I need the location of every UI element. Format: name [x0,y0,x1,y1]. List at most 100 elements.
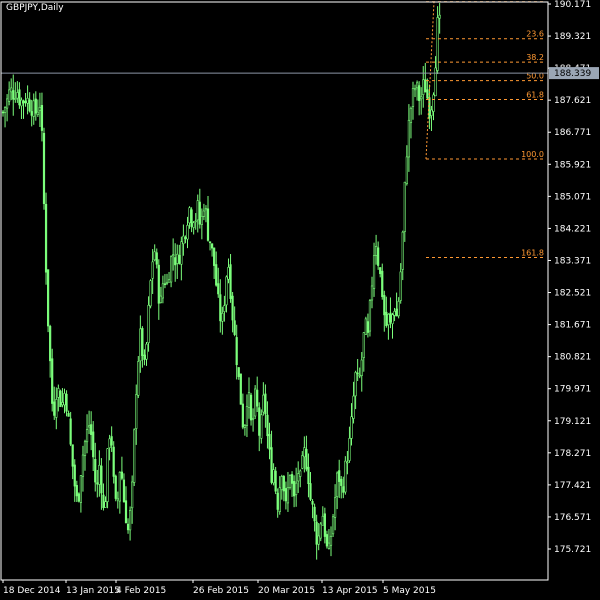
candle-body [116,498,119,501]
y-tick-label: 179.121 [554,417,591,427]
candle-body [295,482,298,495]
candle-body [118,471,121,502]
candle-body [309,483,312,500]
candle-body [362,332,365,358]
candle-body [42,132,46,204]
candle-body [436,17,439,71]
symbol-timeframe-label: GBPJPY,Daily [6,3,64,13]
candle-body [348,438,351,461]
candle-body [276,492,279,510]
candle-body [377,247,380,266]
candle-body [34,98,37,114]
price-axis[interactable]: 190.171189.321188.471187.621186.771185.9… [548,0,591,555]
candle-body [379,267,382,275]
candle-body [28,99,31,112]
candle-body [274,470,277,492]
candle-body [102,494,105,508]
candle-body [381,270,384,297]
candle-body [10,87,13,93]
candle-body [266,414,269,437]
candle-body [354,372,357,397]
candle-body [237,367,240,377]
fib-level-label: 161.8 [521,248,544,257]
candle-body [16,92,19,99]
y-tick-label: 183.371 [554,256,591,266]
candle-body [141,328,144,356]
candle-body [344,460,347,493]
candle-body [221,312,224,322]
candle-body [407,119,411,158]
candle-body [282,476,285,492]
candle-body [79,475,82,503]
x-tick-label: 20 Mar 2015 [258,586,315,596]
candle-body [438,14,441,19]
candle-body [270,447,273,483]
candle-body [165,281,169,284]
candle-body [92,431,95,458]
candle-body [124,500,128,524]
candle-body [397,301,400,317]
candle-body [44,203,48,273]
candle-body [161,283,165,299]
candle-body [420,96,423,100]
candle-body [215,264,218,286]
candle-body [71,444,74,467]
y-tick-label: 177.421 [554,481,591,491]
candle-body [254,388,257,417]
candle-body [368,300,372,332]
candle-body [217,283,220,295]
candle-body [126,523,130,531]
candle-body [227,266,230,280]
candle-body [342,486,345,493]
candle-body [83,441,87,456]
candle-body [333,497,337,518]
candle-body [278,487,281,513]
candle-body [385,311,388,327]
candle-body [432,94,435,112]
candle-body [268,434,271,450]
candle-body [104,501,107,508]
candle-body [350,416,353,439]
candle-body [108,438,111,449]
candle-body [88,425,91,428]
candle-body [327,542,331,549]
candle-body [151,261,154,279]
fibonacci-levels[interactable]: 0.0 23.6 38.2 50.0 61.8 100.0 161.8 [425,0,546,258]
candle-body [149,280,152,307]
candle-body [401,231,404,270]
candle-body [30,111,33,116]
candle-body [307,466,310,485]
candle-body [405,156,408,184]
candle-body [194,220,197,223]
candle-body [176,253,179,264]
candle-body [233,320,236,335]
candle-body [340,478,343,486]
candle-body [96,482,99,485]
candle-body [1,111,5,114]
candle-body [292,481,296,497]
candle-body [413,88,417,91]
candle-body [59,390,62,407]
candle-body [249,394,253,421]
candle-body [147,304,150,344]
candle-body [184,237,187,239]
candle-body [434,67,437,97]
candle-body [20,99,23,107]
candle-body [299,470,302,477]
candle-body [196,200,199,221]
candle-body [32,100,35,117]
candle-body [100,465,103,494]
candle-body [356,372,359,375]
candle-body [137,361,140,396]
candle-body [245,406,249,426]
candle-body [61,402,64,406]
svg-text:188.339: 188.339 [554,69,591,79]
candle-body [331,516,335,535]
y-tick-label: 178.271 [554,449,591,459]
fib-level-label: 100.0 [521,150,544,159]
candle-body [418,85,421,101]
candle-body [260,414,263,439]
